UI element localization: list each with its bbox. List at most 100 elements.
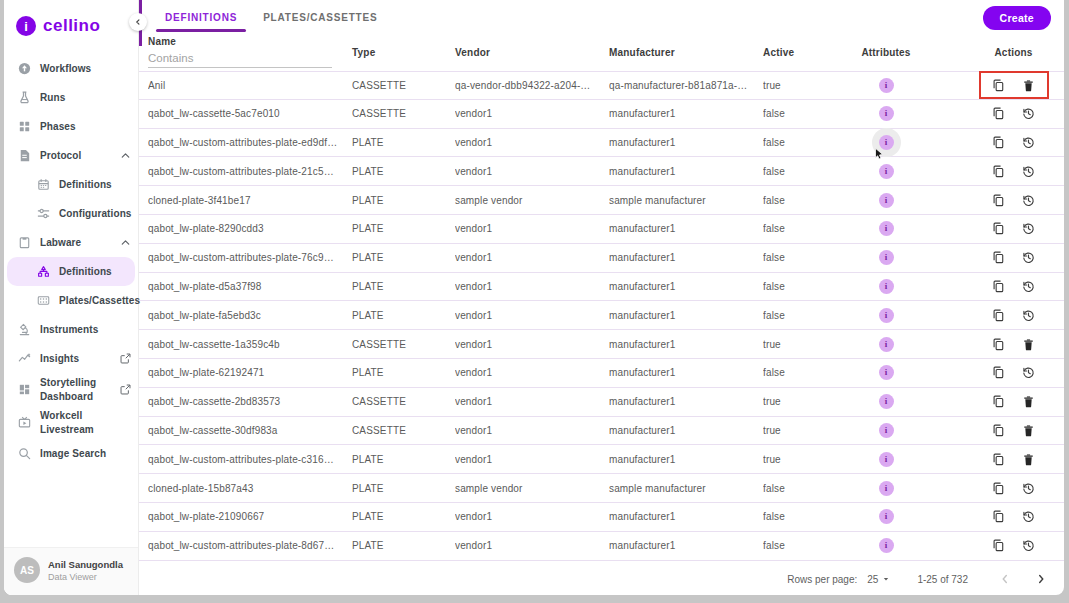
sidebar-item-protocol[interactable]: Protocol bbox=[4, 141, 138, 170]
table-row[interactable]: qabot_lw-plate-62192471PLATEvendor1manuf… bbox=[139, 359, 1064, 388]
table-row[interactable]: cloned-plate-15b87a43PLATEsample vendors… bbox=[139, 474, 1064, 503]
table-row[interactable]: qabot_lw-custom-attributes-plate-21c55ef… bbox=[139, 157, 1064, 186]
copy-button[interactable] bbox=[991, 192, 1007, 208]
sidebar-item-configurations[interactable]: Configurations bbox=[4, 199, 138, 228]
copy-button[interactable] bbox=[991, 422, 1007, 438]
sidebar-item-workcell-livestream[interactable]: Workcell Livestream bbox=[4, 406, 138, 439]
restore-button[interactable] bbox=[1021, 250, 1037, 266]
copy-button[interactable] bbox=[991, 278, 1007, 294]
table-row[interactable]: qabot_lw-custom-attributes-plate-ed9df3a… bbox=[139, 129, 1064, 158]
cell-active: true bbox=[763, 396, 845, 407]
table-row[interactable]: qabot_lw-custom-attributes-plate-c3169cb… bbox=[139, 445, 1064, 474]
copy-button[interactable] bbox=[991, 480, 1007, 496]
delete-button[interactable] bbox=[1021, 336, 1037, 352]
hierarchy-icon bbox=[36, 264, 51, 279]
copy-button[interactable] bbox=[991, 250, 1007, 266]
restore-button[interactable] bbox=[1021, 192, 1037, 208]
restore-button[interactable] bbox=[1021, 134, 1037, 150]
restore-button[interactable] bbox=[1021, 365, 1037, 381]
sidebar-item-phases[interactable]: Phases bbox=[4, 112, 138, 141]
copy-button[interactable] bbox=[991, 307, 1007, 323]
copy-button[interactable] bbox=[991, 394, 1007, 410]
sidebar-item-storytelling-dashboard[interactable]: Storytelling Dashboard bbox=[4, 373, 138, 406]
delete-button[interactable] bbox=[1021, 77, 1037, 93]
sidebar-item-labware[interactable]: Labware bbox=[4, 228, 138, 257]
delete-button[interactable] bbox=[1021, 394, 1037, 410]
attributes-info-icon[interactable]: i bbox=[879, 337, 894, 352]
sidebar-collapse-button[interactable] bbox=[129, 13, 147, 31]
copy-button[interactable] bbox=[991, 509, 1007, 525]
cell-active: true bbox=[763, 425, 845, 436]
sidebar-item-label: Protocol bbox=[40, 149, 81, 163]
attributes-info-icon[interactable]: i bbox=[879, 365, 894, 380]
table-header: Name Type Vendor Manufacturer Active Att… bbox=[139, 33, 1064, 71]
copy-button[interactable] bbox=[991, 221, 1007, 237]
restore-button[interactable] bbox=[1021, 509, 1037, 525]
sidebar-item-image-search[interactable]: Image Search bbox=[4, 439, 138, 468]
copy-button[interactable] bbox=[991, 134, 1007, 150]
attributes-info-icon[interactable]: i bbox=[879, 279, 894, 294]
attributes-info-icon[interactable]: i bbox=[879, 193, 894, 208]
restore-button[interactable] bbox=[1021, 480, 1037, 496]
sidebar-item-workflows[interactable]: Workflows bbox=[4, 54, 138, 83]
delete-button[interactable] bbox=[1021, 422, 1037, 438]
cell-actions bbox=[927, 188, 1064, 212]
sidebar-item-runs[interactable]: Runs bbox=[4, 83, 138, 112]
chevron-left-icon bbox=[998, 572, 1012, 586]
sidebar-item-insights[interactable]: Insights bbox=[4, 344, 138, 373]
attributes-info-icon[interactable]: i bbox=[879, 394, 894, 409]
create-button[interactable]: Create bbox=[983, 6, 1051, 30]
tab-definitions[interactable]: DEFINITIONS bbox=[152, 2, 250, 32]
cell-active: false bbox=[763, 483, 845, 494]
copy-button[interactable] bbox=[991, 106, 1007, 122]
copy-button[interactable] bbox=[991, 336, 1007, 352]
attributes-info-icon[interactable]: i bbox=[879, 538, 894, 553]
restore-button[interactable] bbox=[1021, 307, 1037, 323]
table-row[interactable]: qabot_lw-plate-21090667PLATEvendor1manuf… bbox=[139, 503, 1064, 532]
copy-button[interactable] bbox=[991, 163, 1007, 179]
attributes-info-icon[interactable]: i bbox=[879, 106, 894, 121]
attributes-info-icon[interactable]: i bbox=[879, 481, 894, 496]
table-row[interactable]: qabot_lw-plate-d5a37f98PLATEvendor1manuf… bbox=[139, 273, 1064, 302]
sidebar-item-instruments[interactable]: Instruments bbox=[4, 315, 138, 344]
restore-button[interactable] bbox=[1021, 221, 1037, 237]
restore-button[interactable] bbox=[1021, 163, 1037, 179]
table-row[interactable]: cloned-plate-3f41be17PLATEsample vendors… bbox=[139, 186, 1064, 215]
tab-plates-cassettes[interactable]: PLATES/CASSETTES bbox=[250, 2, 390, 32]
copy-button[interactable] bbox=[991, 451, 1007, 467]
table-row[interactable]: qabot_lw-custom-attributes-plate-76c9031… bbox=[139, 244, 1064, 273]
table-row[interactable]: qabot_lw-custom-attributes-plate-8d670fb… bbox=[139, 532, 1064, 561]
copy-button[interactable] bbox=[991, 365, 1007, 381]
previous-page-button[interactable] bbox=[996, 570, 1014, 588]
sidebar-item-protocol-definitions[interactable]: Definitions bbox=[4, 170, 138, 199]
next-page-button[interactable] bbox=[1032, 570, 1050, 588]
table-row[interactable]: qabot_lw-cassette-1a359c4bCASSETTEvendor… bbox=[139, 330, 1064, 359]
attributes-info-icon[interactable]: i bbox=[879, 250, 894, 265]
table-row[interactable]: qabot_lw-plate-8290cdd3PLATEvendor1manuf… bbox=[139, 215, 1064, 244]
attributes-info-icon[interactable]: i bbox=[879, 452, 894, 467]
attributes-info-icon[interactable]: i bbox=[879, 78, 894, 93]
cell-manufacturer: manufacturer1 bbox=[609, 367, 763, 378]
user-card[interactable]: AS Anil Sanugondla Data Viewer bbox=[4, 547, 138, 595]
copy-button[interactable] bbox=[991, 538, 1007, 554]
table-row[interactable]: AnilCASSETTEqa-vendor-dbb94322-a204-4ec2… bbox=[139, 71, 1064, 100]
table-row[interactable]: qabot_lw-cassette-5ac7e010CASSETTEvendor… bbox=[139, 100, 1064, 129]
table-row[interactable]: qabot_lw-cassette-30df983aCASSETTEvendor… bbox=[139, 417, 1064, 446]
sidebar-item-labware-definitions[interactable]: Definitions bbox=[7, 257, 135, 286]
sidebar-item-plates-cassettes[interactable]: Plates/Cassettes bbox=[4, 286, 138, 315]
attributes-info-icon[interactable]: i bbox=[879, 509, 894, 524]
table-row[interactable]: qabot_lw-plate-fa5ebd3cPLATEvendor1manuf… bbox=[139, 301, 1064, 330]
attributes-info-icon[interactable]: i bbox=[879, 221, 894, 236]
attributes-info-icon[interactable]: i bbox=[879, 164, 894, 179]
restore-button[interactable] bbox=[1021, 538, 1037, 554]
name-filter-input[interactable] bbox=[148, 49, 332, 68]
copy-button[interactable] bbox=[991, 77, 1007, 93]
restore-button[interactable] bbox=[1021, 106, 1037, 122]
rows-per-page-select[interactable]: 25 bbox=[867, 574, 891, 585]
restore-button[interactable] bbox=[1021, 278, 1037, 294]
attributes-info-icon[interactable]: i bbox=[879, 423, 894, 438]
delete-button[interactable] bbox=[1021, 451, 1037, 467]
attributes-info-icon[interactable]: i bbox=[879, 308, 894, 323]
column-header-vendor: Vendor bbox=[455, 47, 609, 58]
table-row[interactable]: qabot_lw-cassette-2bd83573CASSETTEvendor… bbox=[139, 388, 1064, 417]
